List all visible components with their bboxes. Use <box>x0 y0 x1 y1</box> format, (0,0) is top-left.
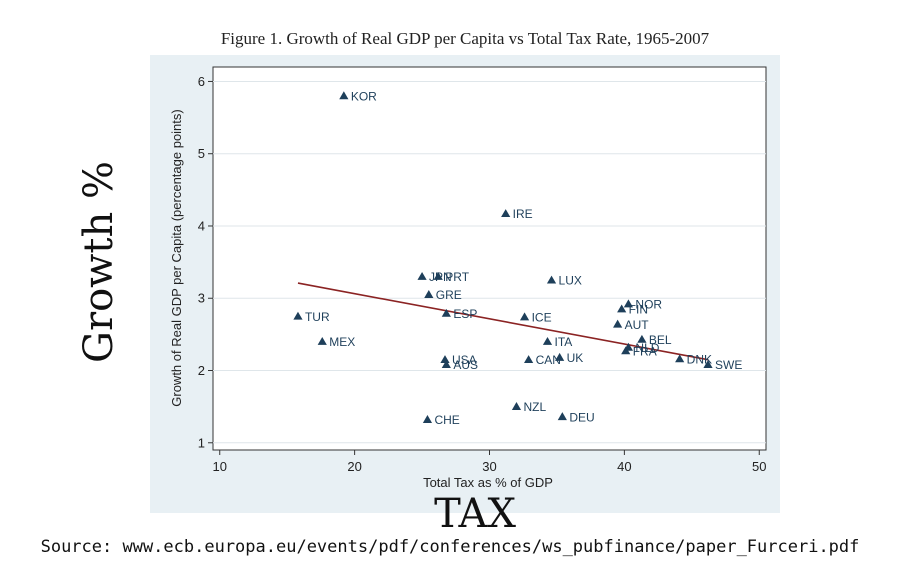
point-marker-bel <box>637 334 647 343</box>
point-marker-lux <box>546 275 557 284</box>
point-label-nzl: NZL <box>523 400 546 414</box>
point-label-prt: PRT <box>445 270 469 284</box>
point-label-aus: AUS <box>453 358 478 372</box>
source-note: Source: www.ecb.europa.eu/events/pdf/con… <box>41 537 860 557</box>
point-label-dnk: DNK <box>687 352 712 366</box>
y-tick-label: 4 <box>198 218 205 233</box>
point-marker-uk <box>555 352 565 361</box>
point-marker-deu <box>557 412 567 421</box>
y-tick-label: 6 <box>198 74 205 89</box>
point-marker-aus <box>441 360 451 369</box>
x-tick-label: 10 <box>213 459 227 474</box>
point-label-ire: IRE <box>513 207 533 221</box>
point-label-gre: GRE <box>436 288 462 302</box>
point-label-tur: TUR <box>305 310 330 324</box>
point-label-aut: AUT <box>625 318 650 332</box>
point-label-esp: ESP <box>453 307 477 321</box>
chart-title: Figure 1. Growth of Real GDP per Capita … <box>221 29 710 48</box>
point-marker-dnk <box>675 354 685 363</box>
point-marker-nzl <box>511 402 522 410</box>
point-label-lux: LUX <box>559 274 582 288</box>
point-marker-fra <box>621 346 631 355</box>
point-label-fra: FRA <box>633 344 657 358</box>
tax-annotation: TAX <box>434 491 516 537</box>
point-marker-mex <box>317 337 327 345</box>
point-label-bel: BEL <box>649 333 672 347</box>
point-label-usa: USA <box>452 353 477 367</box>
grid-lines <box>213 80 766 444</box>
point-marker-tur <box>293 311 303 320</box>
point-label-uk: UK <box>567 351 584 365</box>
point-label-che: CHE <box>434 413 459 427</box>
x-tick-label: 30 <box>482 459 496 474</box>
x-tick-label: 50 <box>752 459 766 474</box>
point-marker-nor <box>623 299 634 308</box>
point-label-can: CAN <box>536 353 561 367</box>
point-marker-che <box>422 415 433 423</box>
point-marker-ita <box>542 337 553 345</box>
point-marker-esp <box>441 308 451 317</box>
point-marker-usa <box>440 355 450 363</box>
growth-annotation: Growth % <box>76 161 122 363</box>
point-marker-jpn <box>417 271 427 280</box>
point-label-ice: ICE <box>532 311 552 325</box>
y-tick-label: 2 <box>198 363 205 378</box>
axis-ticks: 1 2 3 4 5 6 10 20 30 40 50 <box>198 74 767 474</box>
point-label-kor: KOR <box>351 89 377 103</box>
point-marker-aut <box>613 319 623 328</box>
point-marker-fin <box>617 304 627 313</box>
y-tick-label: 5 <box>198 146 205 161</box>
point-marker-prt <box>433 271 443 280</box>
point-label-deu: DEU <box>569 410 594 424</box>
point-marker-ice <box>519 312 530 321</box>
point-marker-swe <box>703 360 713 369</box>
fit-line-layer <box>297 282 709 361</box>
plot-area <box>212 66 767 451</box>
point-label-swe: SWE <box>715 358 742 372</box>
point-label-fin: FIN <box>629 303 648 317</box>
y-tick-label: 1 <box>198 435 205 450</box>
y-tick-label: 3 <box>198 291 205 306</box>
point-label-nld: NLD <box>635 341 659 355</box>
y-axis-label: Growth of Real GDP per Capita (percentag… <box>169 109 184 406</box>
point-marker-can <box>524 355 534 363</box>
point-label-nor: NOR <box>635 298 662 312</box>
point-label-ita: ITA <box>554 335 572 349</box>
fit-line <box>297 282 709 361</box>
x-axis-label: Total Tax as % of GDP <box>423 475 553 490</box>
point-marker-gre <box>424 290 434 298</box>
point-marker-ire <box>501 209 511 218</box>
point-label-mex: MEX <box>329 335 355 349</box>
point-marker-kor <box>339 91 349 100</box>
x-tick-label: 20 <box>347 459 361 474</box>
scatter-points: KORIREJPNPRTLUXGRENORFINTURESPICEAUTBELI… <box>293 89 742 427</box>
x-tick-label: 40 <box>617 459 631 474</box>
